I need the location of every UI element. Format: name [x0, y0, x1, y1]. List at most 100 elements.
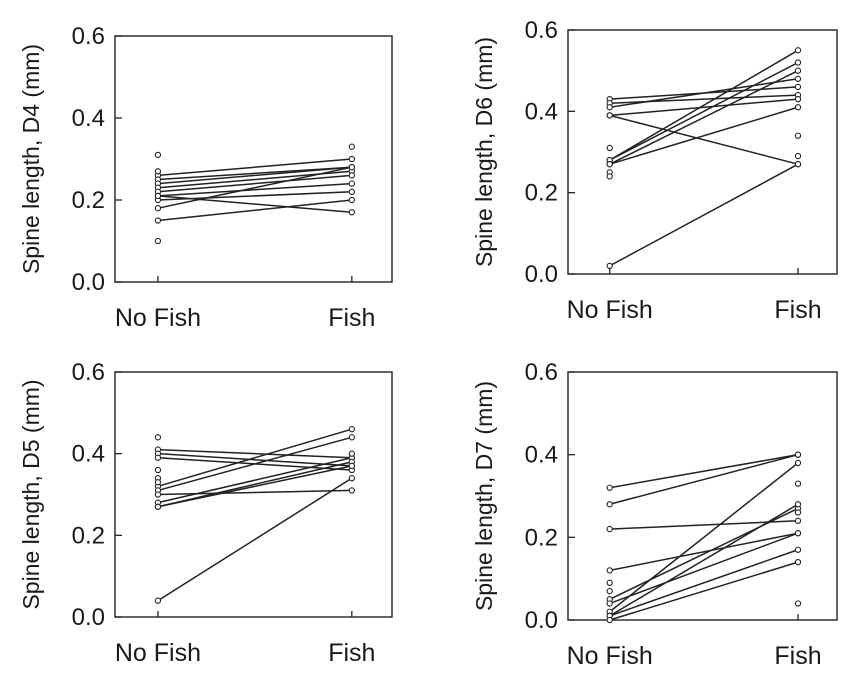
data-point-fish: [348, 450, 355, 457]
plot-frame: [114, 371, 393, 618]
pair-line: [609, 69, 799, 165]
y-axis-label: Spine length, D7 (mm): [471, 381, 497, 611]
pair-line: [609, 561, 799, 621]
x-category-label: Fish: [774, 642, 821, 670]
data-point-no-fish: [606, 501, 613, 508]
pair-line: [609, 453, 799, 505]
data-point-no-fish: [606, 600, 613, 607]
data-point-no-fish: [154, 597, 162, 604]
pair-line: [609, 507, 799, 601]
x-category-label: No Fish: [115, 639, 201, 667]
pair-line: [609, 532, 799, 605]
pair-line: [157, 448, 352, 459]
y-tick-label: 0.6: [72, 359, 105, 386]
data-point-fish: [794, 67, 802, 74]
panel-d5: 0.0 0.2 0.4 0.6 No Fish Fish Spine length, D5 …: [18, 359, 393, 667]
data-point-fish: [348, 462, 355, 470]
data-point-fish: [348, 475, 355, 482]
pair-line: [609, 114, 799, 165]
pair-line: [157, 199, 352, 222]
pair-line: [609, 78, 799, 109]
x-category-label: Fish: [774, 296, 821, 324]
y-tick-label: 0.2: [525, 524, 558, 551]
y-tick-label: 0.0: [72, 604, 105, 631]
data-point-no-fish: [606, 567, 613, 574]
pair-line: [157, 182, 352, 197]
data-point-fish: [348, 143, 355, 150]
data-point-no-fish: [606, 104, 613, 111]
data-point-fish: [794, 132, 802, 139]
data-point-fish: [794, 152, 802, 160]
data-point-fish: [794, 59, 802, 66]
data-point-fish: [348, 188, 355, 195]
data-point-fish: [348, 196, 355, 204]
pair-line: [157, 465, 352, 508]
y-tick-label: 0.6: [525, 17, 558, 44]
data-point-no-fish: [606, 484, 613, 491]
data-point-no-fish: [606, 616, 613, 624]
data-point-no-fish: [606, 112, 613, 119]
data-point-no-fish: [154, 491, 162, 498]
y-axis-label: Spine length, D5 (mm): [18, 379, 44, 609]
panel-d6: 0.0 0.2 0.4 0.6 No Fish Fish Spine length, D6 …: [471, 17, 838, 324]
y-tick-label: 0.4: [525, 442, 558, 469]
data-point-no-fish: [154, 237, 162, 245]
pair-line: [157, 158, 352, 177]
data-point-fish: [794, 546, 802, 553]
x-category-label: Fish: [328, 639, 375, 667]
y-tick-label: 0.6: [525, 359, 558, 386]
data-point-fish: [794, 451, 802, 458]
y-tick-label: 0.4: [72, 441, 105, 468]
data-point-fish: [348, 426, 355, 433]
data-point-fish: [348, 209, 355, 216]
data-point-fish: [348, 164, 355, 171]
data-point-fish: [794, 75, 802, 82]
pair-line: [609, 453, 799, 489]
pair-line: [157, 436, 353, 492]
data-point-no-fish: [154, 479, 162, 486]
y-tick-label: 0.0: [72, 269, 105, 296]
data-point-fish: [794, 161, 802, 168]
data-point-fish: [794, 47, 802, 54]
pair-line: [157, 457, 353, 504]
data-point-fish: [348, 180, 355, 187]
data-point-fish: [794, 83, 802, 91]
x-category-label: No Fish: [115, 304, 201, 332]
pair-line: [609, 49, 799, 161]
data-point-no-fish: [154, 205, 162, 212]
pair-line: [609, 61, 799, 161]
y-axis-label: Spine length, D4 (mm): [18, 44, 44, 274]
pair-line: [157, 166, 352, 185]
x-category-label: No Fish: [567, 642, 653, 670]
data-point-fish: [794, 104, 802, 111]
data-point-no-fish: [154, 466, 162, 474]
data-point-no-fish: [606, 144, 613, 152]
y-tick-label: 0.2: [525, 180, 558, 207]
y-tick-label: 0.2: [72, 522, 105, 549]
data-point-fish: [794, 480, 802, 487]
panel-d7: 0.0 0.2 0.4 0.6 No Fish Fish Spine length, D7 …: [471, 359, 838, 670]
data-point-fish: [348, 155, 355, 163]
data-point-fish: [348, 487, 355, 494]
data-point-no-fish: [606, 262, 613, 270]
data-point-no-fish: [154, 151, 162, 159]
pair-line: [157, 166, 352, 209]
data-point-fish: [794, 530, 802, 537]
data-point-no-fish: [606, 161, 613, 168]
pair-line: [609, 549, 799, 617]
data-point-no-fish: [154, 434, 162, 441]
data-point-no-fish: [154, 192, 162, 200]
data-point-no-fish: [606, 173, 613, 180]
data-point-no-fish: [154, 217, 162, 224]
data-point-no-fish: [154, 503, 162, 510]
pair-line: [157, 195, 352, 214]
pair-line: [609, 503, 799, 617]
data-point-no-fish: [606, 579, 613, 586]
y-tick-label: 0.2: [72, 187, 105, 214]
data-point-fish: [348, 434, 355, 441]
y-tick-label: 0.6: [72, 23, 105, 50]
y-axis-label: Spine length, D6 (mm): [471, 37, 497, 267]
y-tick-label: 0.4: [72, 105, 105, 132]
data-point-fish: [348, 172, 355, 179]
